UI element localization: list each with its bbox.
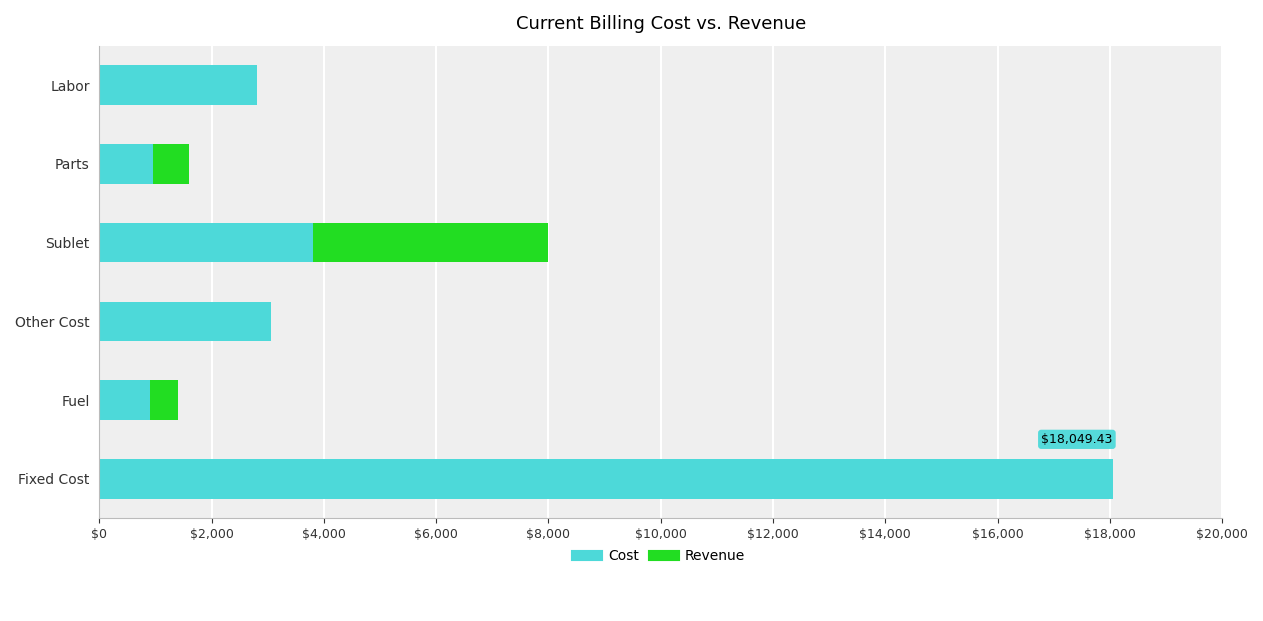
Bar <box>153 144 189 184</box>
Bar <box>100 459 1113 499</box>
Bar <box>100 65 256 105</box>
Bar <box>150 381 178 420</box>
Bar <box>100 223 313 262</box>
Bar <box>100 302 270 341</box>
Text: $18,049.43: $18,049.43 <box>1041 433 1113 446</box>
Bar <box>313 223 548 262</box>
Title: Current Billing Cost vs. Revenue: Current Billing Cost vs. Revenue <box>515 15 806 33</box>
Bar <box>100 381 150 420</box>
Legend: Cost, Revenue: Cost, Revenue <box>571 543 750 568</box>
Bar <box>100 144 153 184</box>
